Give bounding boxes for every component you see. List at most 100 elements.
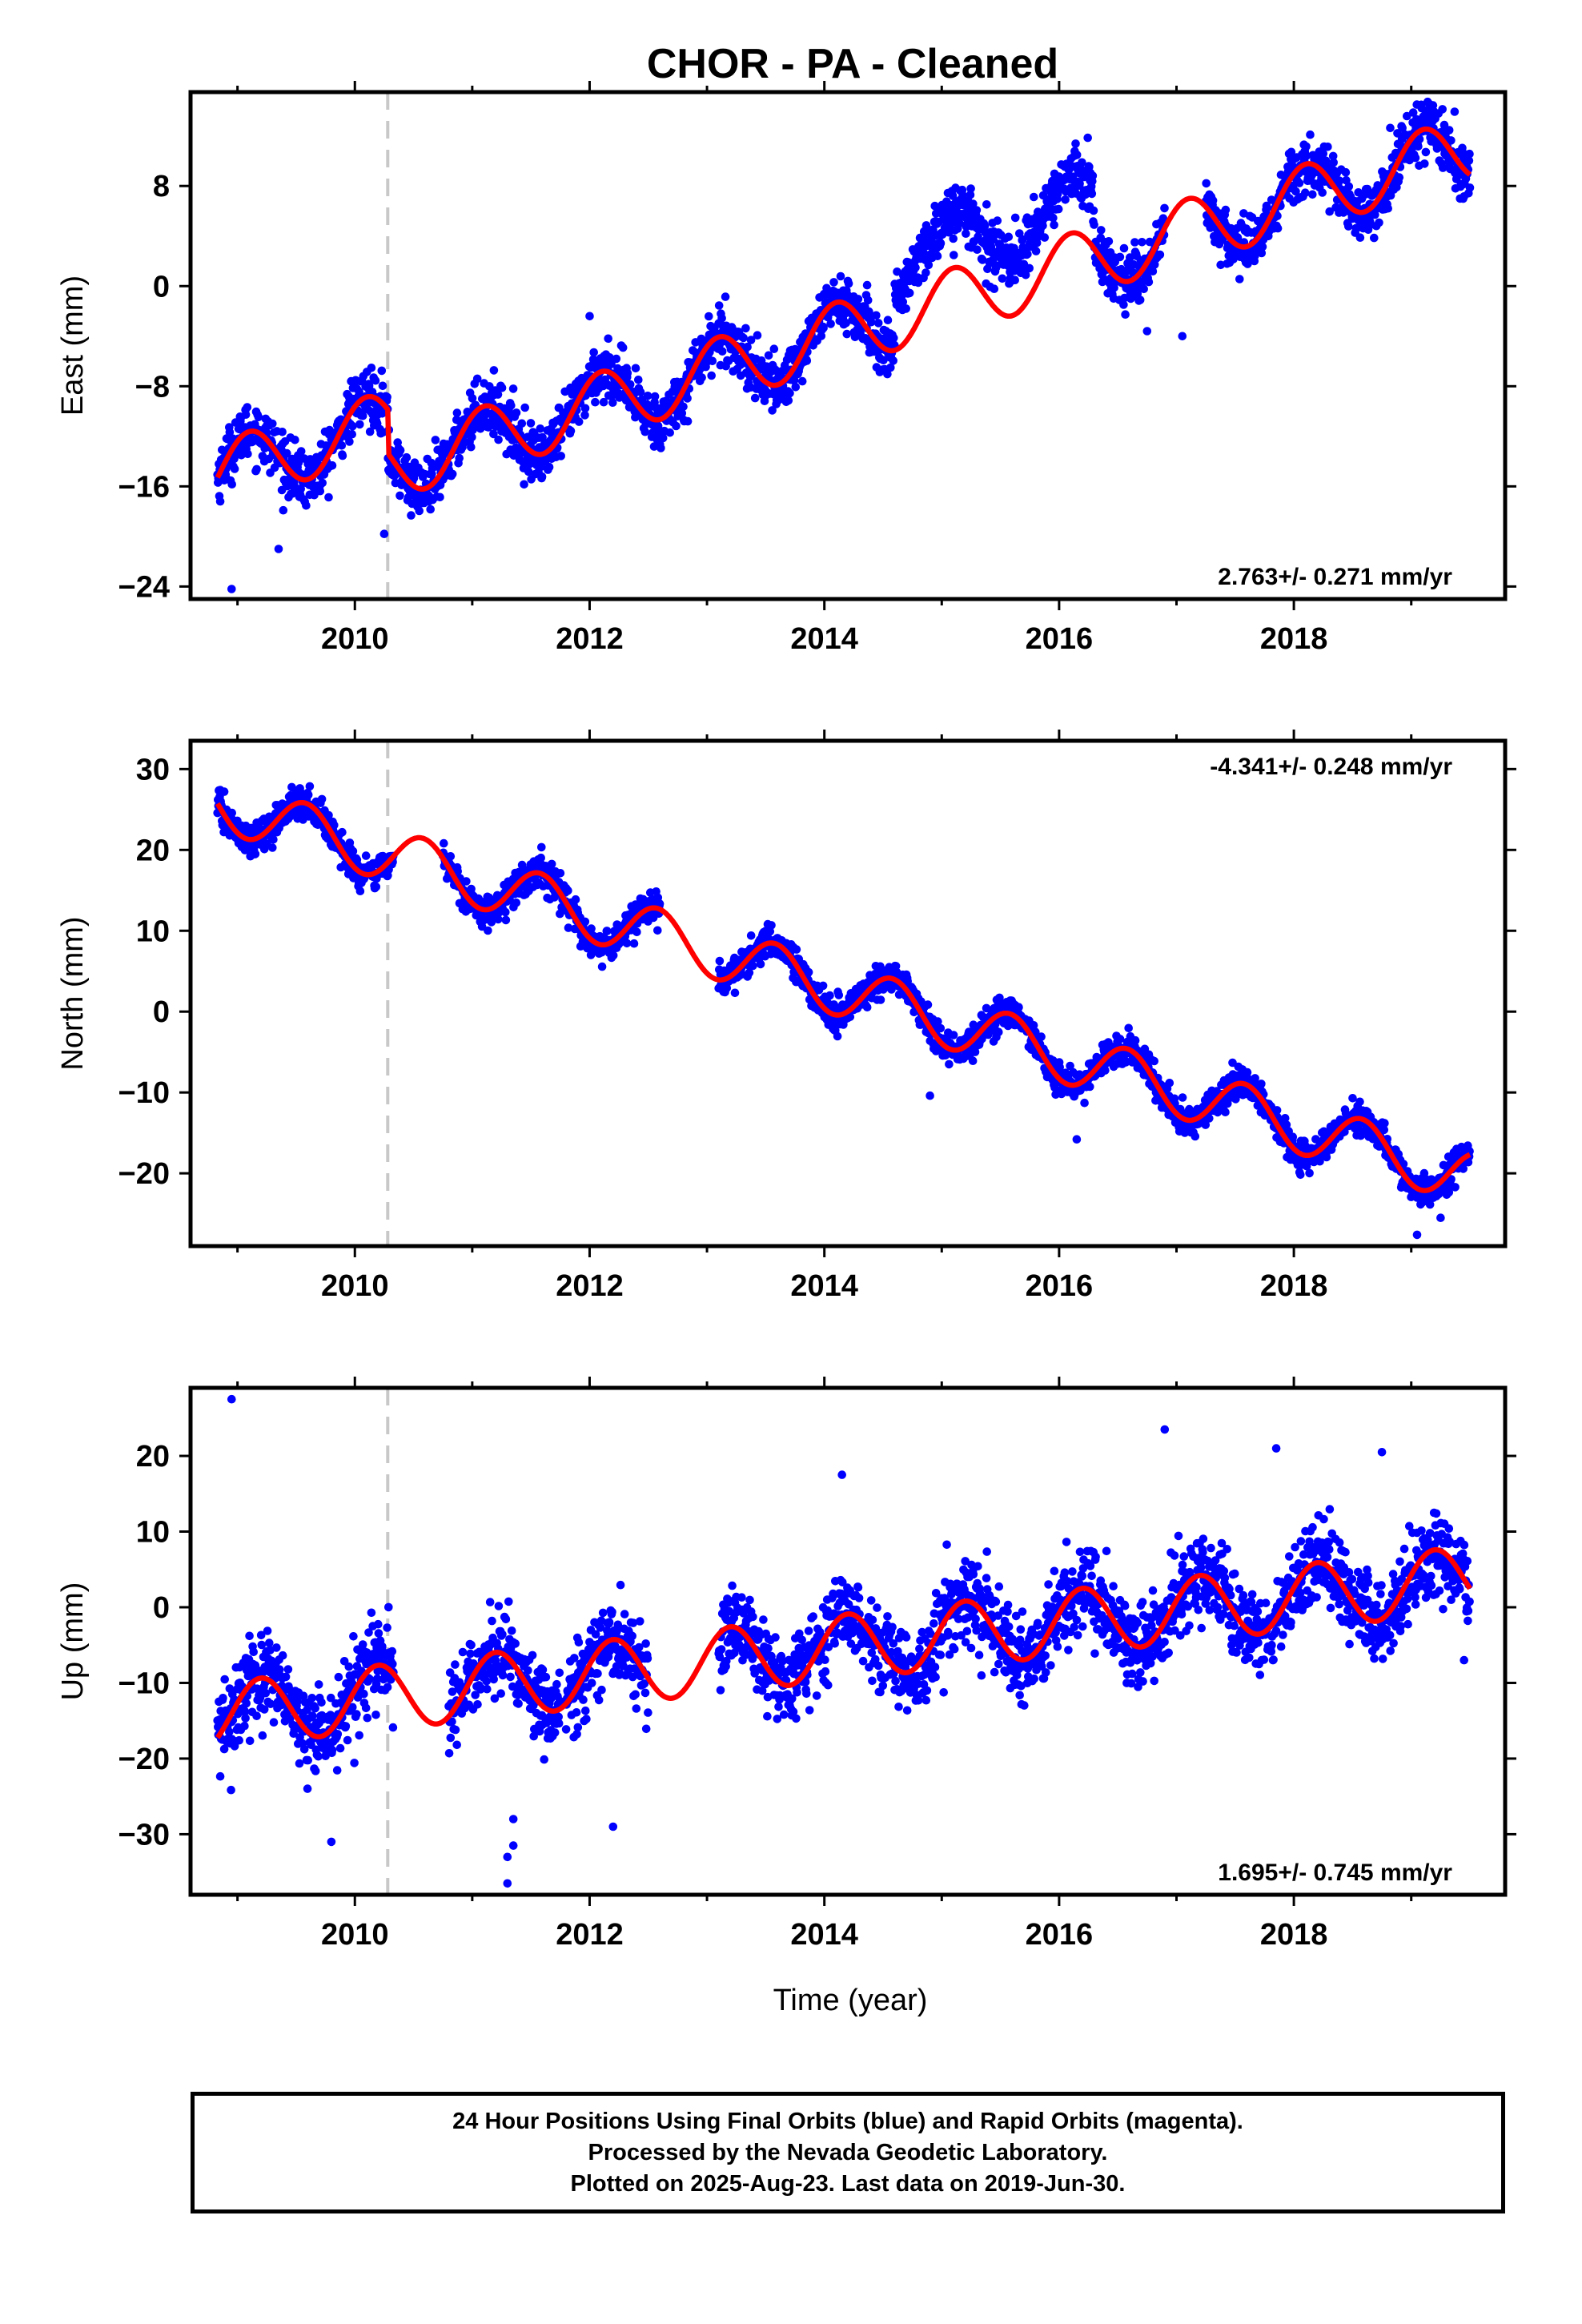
data-point (355, 887, 365, 895)
data-point (1414, 142, 1423, 151)
data-point (604, 334, 612, 344)
data-point (1139, 284, 1148, 294)
data-point (1121, 310, 1130, 320)
data-point (618, 343, 628, 352)
data-point (1040, 233, 1050, 242)
data-point (512, 408, 521, 417)
panel-frame (188, 90, 1508, 601)
data-point (845, 1012, 855, 1021)
data-point (833, 1031, 842, 1041)
data-point (972, 206, 982, 215)
data-point (784, 396, 793, 405)
data-point (218, 445, 227, 455)
data-point (1335, 176, 1344, 185)
data-point (371, 376, 380, 385)
x-tick-label: 2016 (1026, 622, 1094, 656)
data-point (936, 1023, 946, 1033)
data-point (998, 274, 1007, 283)
data-point (230, 464, 239, 473)
data-point (501, 907, 510, 917)
data-point (1296, 1170, 1305, 1180)
data-point (769, 344, 779, 354)
data-point (1138, 238, 1146, 247)
data-point (933, 251, 942, 261)
data-point (1115, 252, 1125, 262)
data-point (324, 493, 333, 502)
data-point (1150, 1056, 1158, 1066)
data-point (1050, 220, 1058, 230)
data-point (597, 962, 607, 971)
data-point (291, 436, 299, 444)
data-point (396, 491, 404, 501)
data-point (1302, 142, 1311, 151)
data-point (484, 926, 492, 935)
data-point (804, 967, 813, 977)
data-point (431, 436, 440, 444)
data-point (1305, 1168, 1314, 1178)
data-point (683, 416, 693, 426)
data-point (1438, 105, 1447, 114)
data-point (494, 435, 503, 444)
data-point-outlier (227, 585, 236, 593)
data-point (1018, 235, 1027, 244)
data-point (730, 988, 740, 998)
data-point (278, 428, 287, 436)
data-point (1080, 1098, 1089, 1108)
data-point (330, 821, 339, 830)
data-point (973, 245, 982, 255)
data-point (802, 356, 812, 365)
data-point-outlier (1178, 332, 1187, 341)
data-point (599, 397, 608, 407)
data-point (768, 406, 777, 415)
data-point (1010, 275, 1019, 285)
data-point (468, 394, 477, 403)
data-point (1090, 220, 1098, 229)
data-point (958, 191, 967, 199)
data-point (453, 866, 462, 876)
data-point (318, 478, 327, 488)
data-point (1415, 135, 1424, 143)
data-point (1124, 1023, 1133, 1033)
data-point (1130, 238, 1139, 247)
data-point (863, 296, 873, 305)
data-point (508, 384, 518, 393)
data-point (717, 314, 726, 323)
data-point (1120, 293, 1129, 303)
data-point (462, 877, 471, 886)
data-point (564, 886, 572, 895)
data-point (556, 452, 565, 460)
data-point (415, 506, 424, 516)
data-point (672, 421, 681, 431)
data-point (536, 424, 545, 433)
data-point (1328, 151, 1338, 161)
data-point (1075, 179, 1084, 188)
data-point (1291, 187, 1300, 196)
data-point (873, 319, 883, 328)
data-point (303, 790, 313, 799)
data-point (739, 333, 748, 343)
data-point (756, 959, 765, 969)
data-point (1205, 1114, 1214, 1123)
data-point (589, 348, 598, 357)
data-point (993, 216, 1002, 225)
data-point (315, 486, 325, 496)
data-point (945, 1059, 954, 1069)
data-point (1403, 111, 1411, 121)
data-point (708, 356, 717, 366)
data-point (608, 951, 618, 960)
data-point (982, 200, 991, 209)
data-point (1341, 167, 1351, 177)
data-point (305, 782, 315, 791)
data-point (1450, 107, 1460, 116)
data-point (1148, 267, 1158, 276)
data-point (1262, 201, 1271, 211)
data-point (1097, 226, 1106, 235)
data-point (722, 983, 732, 992)
data-point (1273, 211, 1282, 220)
data-point (978, 255, 987, 264)
data-point (252, 464, 261, 474)
data-point (862, 280, 872, 290)
data-point (1235, 275, 1244, 283)
data-point (643, 392, 652, 400)
data-point (746, 931, 756, 940)
